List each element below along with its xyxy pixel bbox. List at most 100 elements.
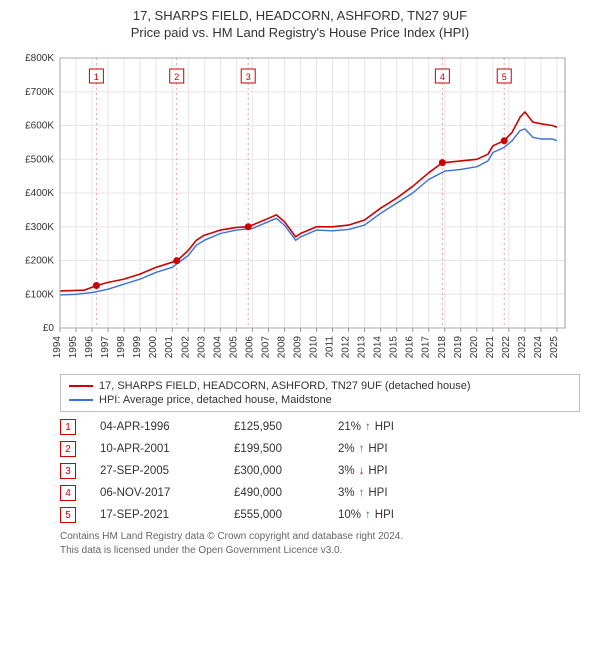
sale-price: £300,000 bbox=[234, 465, 314, 477]
sale-diff-pct: 3% bbox=[338, 487, 355, 499]
svg-text:2011: 2011 bbox=[325, 336, 336, 358]
sale-diff: 21% ↑ HPI bbox=[338, 421, 394, 433]
svg-text:£400K: £400K bbox=[25, 188, 54, 199]
arrow-up-icon: ↑ bbox=[365, 509, 371, 521]
svg-text:2006: 2006 bbox=[244, 336, 255, 359]
sale-diff-suffix: HPI bbox=[375, 421, 394, 433]
legend-swatch bbox=[69, 385, 93, 387]
svg-text:1998: 1998 bbox=[116, 336, 127, 359]
legend: 17, SHARPS FIELD, HEADCORN, ASHFORD, TN2… bbox=[60, 374, 580, 412]
svg-text:2025: 2025 bbox=[549, 336, 560, 359]
sales-table: 104-APR-1996£125,95021%↑HPI210-APR-2001£… bbox=[60, 416, 580, 526]
sale-number-badge: 5 bbox=[60, 507, 76, 523]
sales-row: 4 06-NOV-2017 £490,000 3% ↑HPI bbox=[60, 482, 580, 504]
legend-swatch bbox=[69, 399, 93, 401]
svg-text:£600K: £600K bbox=[25, 121, 54, 132]
svg-text:2004: 2004 bbox=[212, 336, 223, 359]
svg-text:2012: 2012 bbox=[341, 336, 352, 359]
svg-text:2022: 2022 bbox=[501, 336, 512, 359]
svg-text:2023: 2023 bbox=[517, 336, 528, 359]
svg-text:£100K: £100K bbox=[25, 289, 54, 300]
svg-text:3: 3 bbox=[246, 72, 251, 82]
sale-diff: 2%↑HPI bbox=[338, 443, 388, 455]
sales-row: 5 17-SEP-2021 £555,000 10% ↑ HPI bbox=[60, 504, 580, 526]
svg-text:1: 1 bbox=[94, 72, 99, 82]
title-line-2: Price paid vs. HM Land Registry's House … bbox=[10, 25, 590, 40]
svg-text:2001: 2001 bbox=[164, 336, 175, 359]
svg-text:2019: 2019 bbox=[453, 336, 464, 359]
svg-text:2021: 2021 bbox=[485, 336, 496, 359]
sale-diff-pct: 21% bbox=[338, 421, 361, 433]
sale-diff-pct: 10% bbox=[338, 509, 361, 521]
sale-number-badge: 3 bbox=[60, 463, 76, 479]
sale-number-badge: 2 bbox=[60, 441, 76, 457]
sales-row: 3 27-SEP-2005 £300,000 3% ↓HPI bbox=[60, 460, 580, 482]
sale-diff-suffix: HPI bbox=[368, 443, 387, 455]
svg-text:2024: 2024 bbox=[533, 336, 544, 359]
sale-diff-suffix: HPI bbox=[375, 509, 394, 521]
chart-title-block: 17, SHARPS FIELD, HEADCORN, ASHFORD, TN2… bbox=[0, 0, 600, 44]
arrow-up-icon: ↑ bbox=[359, 487, 365, 499]
svg-text:2009: 2009 bbox=[292, 336, 303, 359]
sale-number-badge: 1 bbox=[60, 419, 76, 435]
svg-text:1995: 1995 bbox=[68, 336, 79, 359]
footer-line-1: Contains HM Land Registry data © Crown c… bbox=[60, 530, 580, 544]
sale-price: £555,000 bbox=[234, 509, 314, 521]
sale-diff: 3% ↓HPI bbox=[338, 465, 388, 477]
sale-diff-suffix: HPI bbox=[368, 487, 387, 499]
sale-date: 04-APR-1996 bbox=[100, 421, 210, 433]
sale-date: 27-SEP-2005 bbox=[100, 465, 210, 477]
svg-text:2007: 2007 bbox=[260, 336, 271, 359]
sale-diff: 10% ↑ HPI bbox=[338, 509, 394, 521]
sales-row: 1 04-APR-1996 £125,950 21% ↑ HPI bbox=[60, 416, 580, 438]
arrow-down-icon: ↓ bbox=[359, 465, 365, 477]
svg-text:2018: 2018 bbox=[437, 336, 448, 359]
sale-price: £490,000 bbox=[234, 487, 314, 499]
sale-diff-pct: 2% bbox=[338, 443, 355, 455]
footer-line-2: This data is licensed under the Open Gov… bbox=[60, 544, 580, 558]
title-line-1: 17, SHARPS FIELD, HEADCORN, ASHFORD, TN2… bbox=[10, 8, 590, 23]
svg-text:1997: 1997 bbox=[100, 336, 111, 359]
sale-diff: 3% ↑HPI bbox=[338, 487, 388, 499]
legend-label: 17, SHARPS FIELD, HEADCORN, ASHFORD, TN2… bbox=[99, 380, 470, 392]
svg-text:1999: 1999 bbox=[132, 336, 143, 359]
svg-text:2002: 2002 bbox=[180, 336, 191, 359]
sale-date: 17-SEP-2021 bbox=[100, 509, 210, 521]
svg-text:£700K: £700K bbox=[25, 87, 54, 98]
svg-text:1996: 1996 bbox=[84, 336, 95, 359]
svg-text:2008: 2008 bbox=[276, 336, 287, 359]
svg-text:2016: 2016 bbox=[405, 336, 416, 359]
legend-label: HPI: Average price, detached house, Maid… bbox=[99, 394, 332, 406]
arrow-up-icon: ↑ bbox=[365, 421, 371, 433]
svg-text:2003: 2003 bbox=[196, 336, 207, 359]
svg-text:£300K: £300K bbox=[25, 222, 54, 233]
svg-text:5: 5 bbox=[502, 72, 507, 82]
sale-price: £125,950 bbox=[234, 421, 314, 433]
svg-text:2: 2 bbox=[174, 72, 179, 82]
svg-text:£200K: £200K bbox=[25, 256, 54, 267]
sale-number-badge: 4 bbox=[60, 485, 76, 501]
svg-text:2013: 2013 bbox=[357, 336, 368, 359]
chart-area: £0 £100K £200K £300K £400K £500K £600K £700K £80… bbox=[10, 48, 590, 368]
sale-date: 10-APR-2001 bbox=[100, 443, 210, 455]
legend-row: 17, SHARPS FIELD, HEADCORN, ASHFORD, TN2… bbox=[69, 379, 571, 393]
sale-price: £199,500 bbox=[234, 443, 314, 455]
svg-text:1994: 1994 bbox=[52, 336, 63, 359]
svg-text:2020: 2020 bbox=[469, 336, 480, 359]
footer-attribution: Contains HM Land Registry data © Crown c… bbox=[60, 530, 580, 557]
sales-row: 2 10-APR-2001 £199,500 2%↑HPI bbox=[60, 438, 580, 460]
svg-text:2005: 2005 bbox=[228, 336, 239, 359]
svg-text:£0: £0 bbox=[43, 323, 55, 334]
svg-text:4: 4 bbox=[440, 72, 445, 82]
svg-text:£800K: £800K bbox=[25, 53, 54, 64]
svg-text:2000: 2000 bbox=[148, 336, 159, 359]
svg-text:£500K: £500K bbox=[25, 154, 54, 165]
svg-text:2017: 2017 bbox=[421, 336, 432, 359]
sale-date: 06-NOV-2017 bbox=[100, 487, 210, 499]
price-chart-svg: £0 £100K £200K £300K £400K £500K £600K £700K £80… bbox=[10, 48, 570, 368]
svg-text:2010: 2010 bbox=[309, 336, 320, 359]
sale-diff-suffix: HPI bbox=[368, 465, 387, 477]
legend-row: HPI: Average price, detached house, Maid… bbox=[69, 393, 571, 407]
svg-text:2014: 2014 bbox=[373, 336, 384, 359]
sale-diff-pct: 3% bbox=[338, 465, 355, 477]
